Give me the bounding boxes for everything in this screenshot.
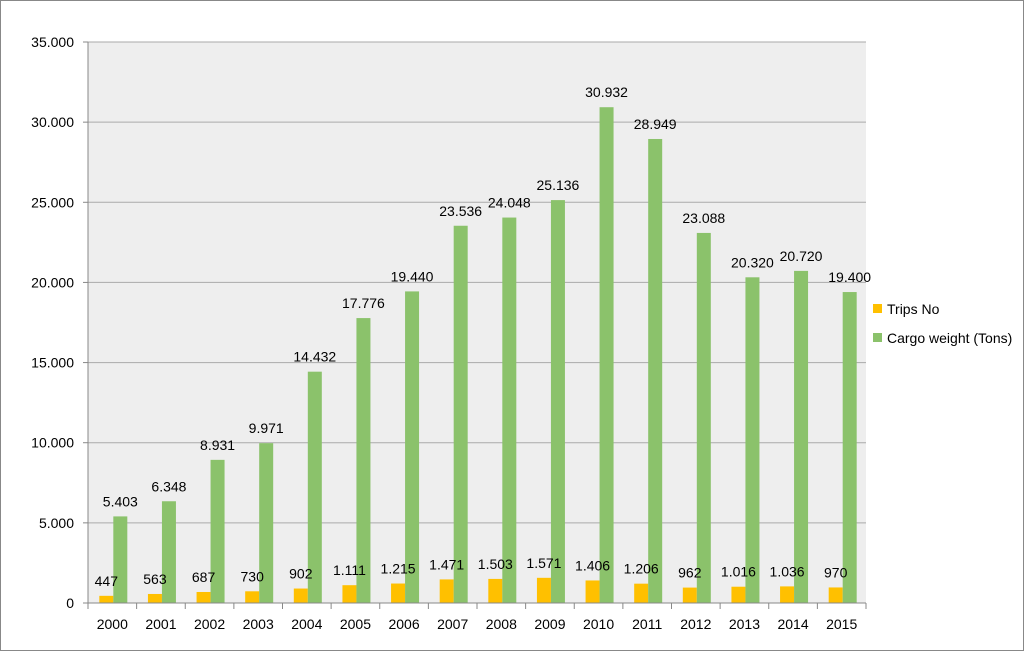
y-tick-label: 0 [66, 595, 74, 611]
data-label: 6.348 [151, 478, 186, 494]
x-tick-label: 2011 [632, 616, 662, 632]
bar-cargo-2001 [161, 501, 176, 603]
y-tick-label: 15.000 [31, 355, 74, 371]
data-label: 730 [241, 568, 265, 584]
bar-cargo-2012 [696, 232, 711, 603]
bar-trips-2010 [585, 580, 600, 603]
bar-trips-2001 [147, 593, 162, 603]
bar-cargo-2013 [745, 277, 760, 603]
bar-cargo-2005 [356, 318, 371, 603]
data-label: 447 [95, 573, 119, 589]
bar-trips-2011 [634, 583, 649, 603]
data-label: 1.215 [381, 561, 416, 577]
data-label: 1.016 [721, 564, 756, 580]
bar-trips-2005 [342, 585, 357, 603]
bar-trips-2009 [536, 577, 551, 603]
x-tick-label: 2002 [194, 616, 225, 632]
bar-trips-2004 [293, 588, 308, 603]
bar-trips-2008 [488, 578, 503, 603]
bar-trips-2015 [828, 587, 843, 603]
data-label: 30.932 [585, 84, 628, 100]
data-label: 17.776 [342, 295, 385, 311]
x-tick-label: 2010 [583, 616, 614, 632]
y-tick-label: 20.000 [31, 274, 74, 290]
x-tick-label: 2005 [340, 616, 371, 632]
bar-cargo-2009 [550, 200, 565, 603]
data-label: 1.571 [526, 555, 561, 571]
data-label: 962 [678, 565, 702, 581]
data-label: 19.400 [828, 269, 871, 285]
bars [99, 107, 857, 604]
legend-label: Cargo weight (Tons) [887, 330, 1012, 346]
x-tick-label: 2015 [826, 616, 857, 632]
y-tick-label: 25.000 [31, 194, 74, 210]
bar-cargo-2002 [210, 459, 225, 603]
bar-cargo-2006 [405, 291, 420, 603]
x-tick-label: 2000 [97, 616, 128, 632]
bar-trips-2006 [391, 583, 406, 603]
data-label: 23.536 [439, 203, 482, 219]
data-label: 1.503 [478, 556, 513, 572]
y-tick-label: 5.000 [39, 515, 74, 531]
x-tick-label: 2009 [534, 616, 565, 632]
bar-cargo-2015 [842, 292, 857, 603]
bar-trips-2013 [731, 586, 746, 603]
y-tick-label: 10.000 [31, 435, 74, 451]
bar-cargo-2011 [648, 138, 663, 603]
bar-trips-2007 [439, 579, 454, 603]
data-label: 28.949 [634, 116, 677, 132]
bar-cargo-2014 [794, 270, 809, 603]
x-axis: 2000 2001 2002 2003 2004 2005 2006 2007 2008 2009… [87, 602, 867, 632]
y-tick-label: 30.000 [31, 114, 74, 130]
data-label: 5.403 [103, 493, 138, 509]
x-tick-label: 2004 [291, 616, 322, 632]
data-label: 19.440 [391, 268, 434, 284]
data-label: 20.320 [731, 254, 774, 270]
bar-cargo-2004 [307, 371, 322, 603]
data-label: 14.432 [293, 349, 336, 365]
data-label: 970 [824, 564, 848, 580]
data-label: 1.471 [429, 556, 464, 572]
x-tick-label: 2007 [437, 616, 468, 632]
data-label: 563 [143, 571, 167, 587]
bar-trips-2002 [196, 591, 211, 603]
x-tick-label: 2014 [777, 616, 808, 632]
bar-trips-2003 [245, 591, 260, 603]
x-tick-label: 2008 [486, 616, 517, 632]
x-tick-label: 2001 [145, 616, 176, 632]
data-label: 25.136 [537, 177, 580, 193]
y-tick-label: 35.000 [31, 34, 74, 50]
data-label: 1.111 [333, 562, 366, 578]
data-label: 687 [192, 569, 216, 585]
legend-label: Trips No [887, 301, 940, 317]
legend-swatch [873, 333, 882, 342]
data-label: 1.406 [575, 557, 610, 573]
legend: Trips No Cargo weight (Tons) [873, 301, 1012, 346]
bar-trips-2012 [682, 587, 697, 603]
data-label: 1.036 [770, 563, 805, 579]
bar-cargo-2000 [113, 516, 128, 603]
data-label: 23.088 [682, 210, 725, 226]
data-labels: 447 563 687 730 902 1.111 1.215 1.471 1.503 1.571… [95, 84, 872, 589]
data-label: 902 [289, 566, 313, 582]
legend-swatch [873, 304, 882, 313]
data-label: 24.048 [488, 195, 531, 211]
data-label: 1.206 [624, 561, 659, 577]
x-tick-label: 2006 [388, 616, 419, 632]
bar-trips-2000 [99, 595, 114, 603]
data-label: 20.720 [780, 248, 823, 264]
bar-trips-2014 [780, 586, 795, 603]
bar-cargo-2003 [259, 443, 274, 603]
data-label: 9.971 [249, 420, 284, 436]
bar-cargo-2007 [453, 225, 468, 604]
x-tick-label: 2012 [680, 616, 711, 632]
bar-cargo-2008 [502, 217, 517, 603]
y-axis: 0 5.000 10.000 15.000 20.000 25.000 30.000 35.0… [31, 34, 89, 611]
x-tick-label: 2013 [729, 616, 760, 632]
x-tick-label: 2003 [243, 616, 274, 632]
data-label: 8.931 [200, 437, 235, 453]
bar-cargo-2010 [599, 107, 614, 604]
